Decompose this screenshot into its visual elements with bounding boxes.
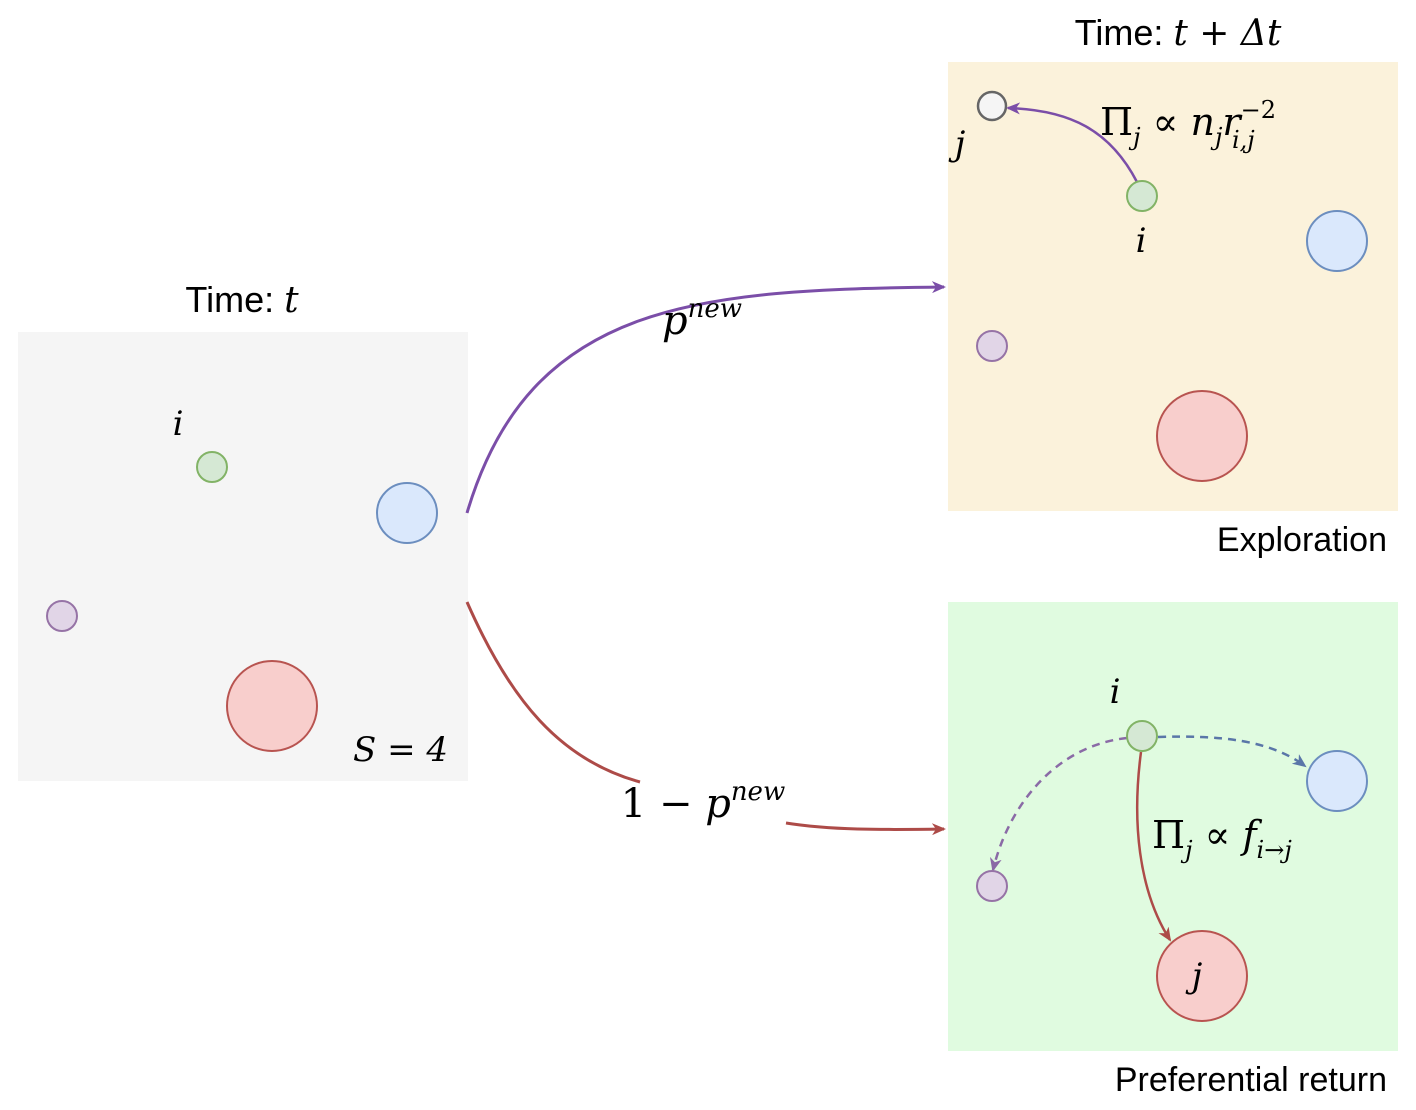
return-node-i-label: i: [1110, 672, 1121, 712]
exploration-purple-node: [976, 330, 1008, 362]
exploration-blue-node: [1306, 210, 1368, 272]
explore-prob-sup: new: [688, 294, 742, 324]
return-formula: Πj ∝ fi→j: [1152, 813, 1292, 864]
return-prob-prefix: 1 −: [621, 781, 705, 827]
exploration-green-node: [1126, 180, 1158, 212]
exploration-formula-r-sub: i,j: [1232, 126, 1255, 154]
return-formula-rel: ∝: [1193, 813, 1243, 857]
explore-probability-label: pnew: [662, 294, 742, 344]
new-location-gray-node: [976, 90, 1008, 122]
exploration-formula-n: n: [1190, 100, 1214, 144]
panel-exploration-title: Time: t + Δt: [1075, 12, 1282, 54]
panel-current-title-var: t: [284, 280, 299, 321]
panel-exploration-title-var: t + Δt: [1173, 13, 1282, 54]
location-blue-node: [376, 482, 438, 544]
exploration-formula-r: r: [1222, 100, 1243, 144]
return-jump-to-blue-arrow: [1157, 735, 1307, 768]
return-caption: Preferential return: [1115, 1061, 1387, 1099]
exploration-node-i-label: i: [1136, 221, 1147, 261]
return-prob-sup: new: [731, 777, 785, 807]
location-count-label: S = 4: [353, 730, 448, 770]
return-transition-arrow-upper: [465, 601, 641, 784]
explore-transition-arrow: [465, 281, 946, 514]
panel-exploration-title-prefix: Time:: [1075, 12, 1174, 53]
return-red-node: [1156, 930, 1248, 1022]
location-red-node: [226, 660, 318, 752]
exploration-caption: Exploration: [1217, 521, 1387, 559]
return-blue-node: [1306, 750, 1368, 812]
return-transition-arrow-lower: [785, 821, 946, 836]
panel-current-title-prefix: Time:: [185, 279, 284, 320]
explore-prob-base: p: [662, 298, 688, 344]
panel-current-title: Time: t: [185, 279, 299, 321]
location-green-node: [196, 451, 228, 483]
panel-exploration: Time: t + Δt j i Πj ∝ njr−2 i,j: [948, 12, 1398, 511]
return-jump-to-red-arrow: [1135, 751, 1172, 942]
return-formula-f-sub: i→j: [1257, 836, 1293, 864]
return-green-node: [1126, 720, 1158, 752]
exploration-formula-rel: ∝: [1141, 100, 1191, 144]
exploration-formula-lhs: Π: [1100, 100, 1133, 144]
node-i-label: i: [173, 404, 184, 444]
return-prob-base: p: [705, 781, 731, 827]
return-purple-node: [976, 870, 1008, 902]
location-purple-node: [46, 600, 78, 632]
exploration-jump-arrow: [1006, 102, 1139, 183]
return-jump-to-purple-arrow: [990, 736, 1128, 872]
panel-return: i j Πj ∝ fi→j: [948, 602, 1398, 1051]
return-formula-lhs: Π: [1152, 813, 1185, 857]
panel-current: Time: t i S = 4: [18, 279, 468, 781]
return-probability-label: 1 − pnew: [621, 777, 785, 827]
exploration-red-node: [1156, 390, 1248, 482]
exploration-formula-r-sup: −2: [1241, 96, 1276, 124]
